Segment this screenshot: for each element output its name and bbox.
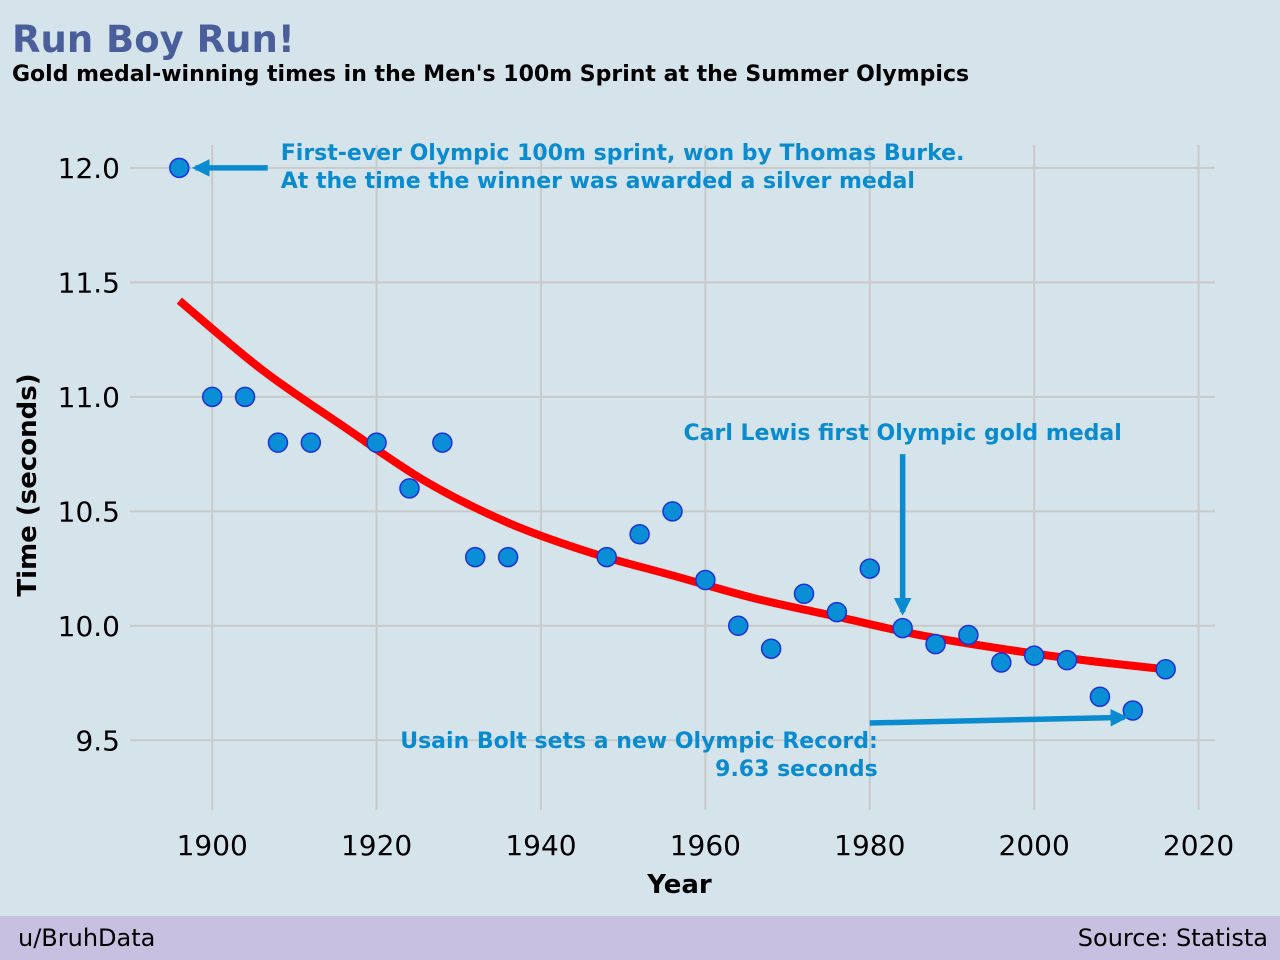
- x-tick-label: 1940: [505, 829, 576, 862]
- footer-source: Source: Statista: [1077, 924, 1268, 952]
- data-point: [497, 546, 519, 568]
- data-point: [760, 638, 782, 659]
- annotation-text: At the time the winner was awarded a sil…: [281, 169, 915, 194]
- data-point: [596, 546, 617, 568]
- data-point: [695, 569, 716, 591]
- x-axis-label: Year: [646, 870, 712, 900]
- y-tick-label: 9.5: [75, 724, 120, 757]
- data-point: [1023, 645, 1045, 666]
- data-point: [201, 386, 223, 408]
- annotation-text: 9.63 seconds: [715, 757, 878, 782]
- annotation-text: Usain Bolt sets a new Olympic Record:: [400, 729, 878, 754]
- y-tick-label: 10.0: [58, 610, 120, 643]
- data-point: [1056, 649, 1078, 671]
- footer-credit: u/BruhData: [18, 924, 156, 952]
- data-point: [925, 633, 946, 655]
- data-point: [432, 432, 453, 453]
- footer-bar: u/BruhData Source: Statista: [0, 916, 1280, 960]
- annotation-text: First-ever Olympic 100m sprint, won by T…: [281, 141, 965, 166]
- y-tick-label: 10.5: [58, 495, 120, 528]
- y-tick-label: 11.0: [58, 381, 120, 414]
- x-tick-label: 1980: [834, 829, 905, 862]
- data-point: [1089, 686, 1111, 708]
- chart: 1900 1920 1940 1960 1980 2000 2020 9.5 10.0 10.5 1…: [13, 141, 1234, 900]
- annotation-text: Carl Lewis first Olympic gold medal: [683, 421, 1121, 446]
- x-tick-label: 2020: [1163, 829, 1234, 862]
- y-axis-label: Time (seconds): [13, 373, 43, 596]
- data-point: [728, 615, 749, 637]
- data-point: [793, 583, 815, 605]
- data-point: [1155, 659, 1176, 680]
- data-point: [267, 432, 289, 453]
- y-tick-label: 12.0: [58, 152, 120, 185]
- x-tick-label: 2000: [999, 829, 1070, 862]
- data-point: [892, 617, 913, 639]
- data-point: [629, 523, 650, 545]
- y-tick-label: 11.5: [58, 266, 120, 299]
- data-point: [169, 157, 190, 179]
- x-tick-label: 1960: [670, 829, 741, 862]
- data-point: [234, 386, 256, 408]
- annotation-arrow: [869, 708, 1129, 727]
- data-point: [859, 558, 881, 579]
- data-point: [1122, 700, 1144, 721]
- data-point: [826, 601, 848, 623]
- data-point: [991, 652, 1012, 673]
- chart-title: Run Boy Run!: [12, 18, 295, 61]
- x-tick-label: 1920: [341, 829, 412, 862]
- data-point: [366, 432, 387, 453]
- data-point: [300, 432, 322, 453]
- trend-line: [176, 297, 1167, 674]
- data-point: [464, 546, 486, 568]
- data-point: [399, 478, 420, 499]
- chart-subtitle: Gold medal-winning times in the Men's 10…: [12, 62, 970, 87]
- x-tick-label: 1900: [177, 829, 248, 862]
- data-point: [662, 501, 683, 522]
- data-point: [958, 624, 979, 646]
